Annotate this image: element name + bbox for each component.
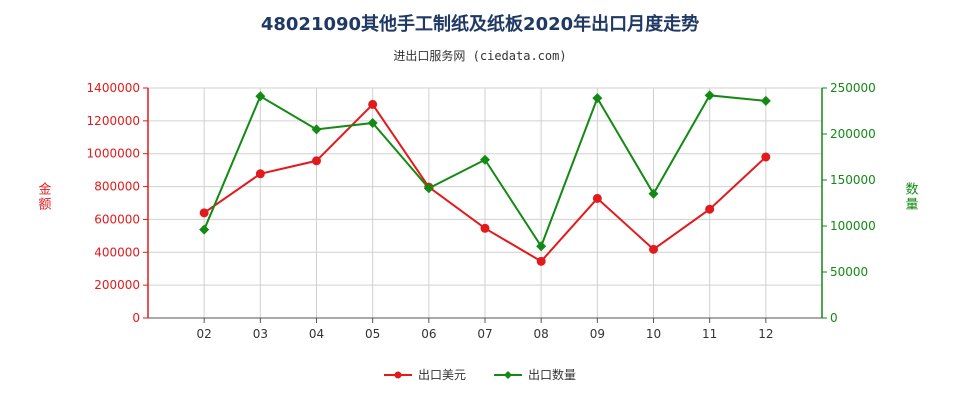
x-tick-label: 10 <box>646 327 661 341</box>
x-tick-label: 08 <box>534 327 549 341</box>
legend-swatch-export-qty <box>494 370 522 379</box>
x-tick-label: 04 <box>309 327 324 341</box>
y-right-tick-label: 0 <box>830 311 838 325</box>
series-point-0 <box>312 156 321 166</box>
series-point-1 <box>592 93 603 104</box>
series-point-0 <box>255 169 265 179</box>
series-point-0 <box>592 193 602 203</box>
y-left-axis-title: 金额 <box>38 182 51 213</box>
series-point-0 <box>649 244 658 254</box>
x-tick-label: 03 <box>253 327 268 341</box>
legend-item-export-qty[interactable]: 出口数量 <box>494 366 576 383</box>
y-left-tick-label: 800000 <box>94 180 140 194</box>
series-point-1 <box>648 188 659 199</box>
series-point-0 <box>705 204 715 214</box>
y-right-tick-label: 150000 <box>830 173 876 187</box>
y-right-tick-label: 100000 <box>830 219 876 233</box>
y-left-tick-label: 1400000 <box>87 81 140 95</box>
legend-swatch-export-usd <box>383 371 412 378</box>
legend-label-export-usd: 出口美元 <box>417 368 466 382</box>
series-point-1 <box>255 91 266 102</box>
x-tick-label: 12 <box>758 327 773 341</box>
legend-label-export-qty: 出口数量 <box>528 368 577 382</box>
series-point-0 <box>368 99 378 109</box>
series-point-1 <box>760 95 771 106</box>
series-point-1 <box>704 90 715 101</box>
legend-item-export-usd[interactable]: 出口美元 <box>383 366 466 383</box>
x-tick-label: 05 <box>365 327 380 341</box>
y-left-tick-label: 0 <box>132 311 140 325</box>
y-left-tick-label: 600000 <box>94 212 140 226</box>
x-tick-label: 07 <box>477 327 492 341</box>
y-left-tick-label: 1200000 <box>87 114 140 128</box>
y-right-tick-label: 50000 <box>830 265 868 279</box>
series-point-0 <box>199 208 209 218</box>
y-left-tick-label: 1000000 <box>87 147 140 161</box>
chart-subtitle: 进出口服务网 (ciedata.com) <box>393 49 567 63</box>
y-left-tick-label: 200000 <box>94 278 140 292</box>
series-point-0 <box>536 256 546 266</box>
series-point-0 <box>761 152 771 162</box>
legend: 出口美元 出口数量 <box>0 366 960 383</box>
series-point-1 <box>423 183 434 194</box>
x-tick-label: 11 <box>702 327 717 341</box>
x-tick-label: 02 <box>197 327 212 341</box>
series-point-1 <box>480 154 490 165</box>
y-right-tick-label: 200000 <box>830 127 876 141</box>
chart-title: 48021090其他手工制纸及纸板2020年出口月度走势 <box>260 14 700 35</box>
y-left-tick-label: 400000 <box>94 245 140 259</box>
y-right-axis-title: 数量 <box>905 183 918 213</box>
series-point-1 <box>367 117 378 128</box>
y-right-tick-label: 250000 <box>830 81 876 95</box>
series-point-1 <box>311 124 322 135</box>
x-tick-label: 09 <box>590 327 605 341</box>
series-point-0 <box>480 223 490 233</box>
series-point-1 <box>536 241 547 252</box>
x-tick-label: 06 <box>421 327 436 341</box>
series-point-1 <box>199 224 210 235</box>
